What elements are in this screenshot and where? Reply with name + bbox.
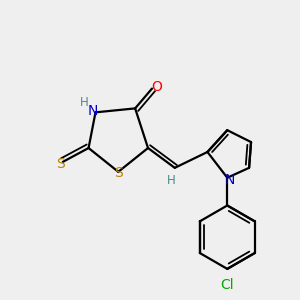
Text: H: H: [80, 96, 89, 109]
Text: N: N: [225, 173, 236, 187]
Text: S: S: [114, 166, 123, 180]
Text: H: H: [167, 174, 175, 187]
Text: S: S: [56, 157, 65, 171]
Text: Cl: Cl: [220, 278, 234, 292]
Text: O: O: [152, 80, 162, 94]
Text: N: N: [87, 104, 98, 118]
